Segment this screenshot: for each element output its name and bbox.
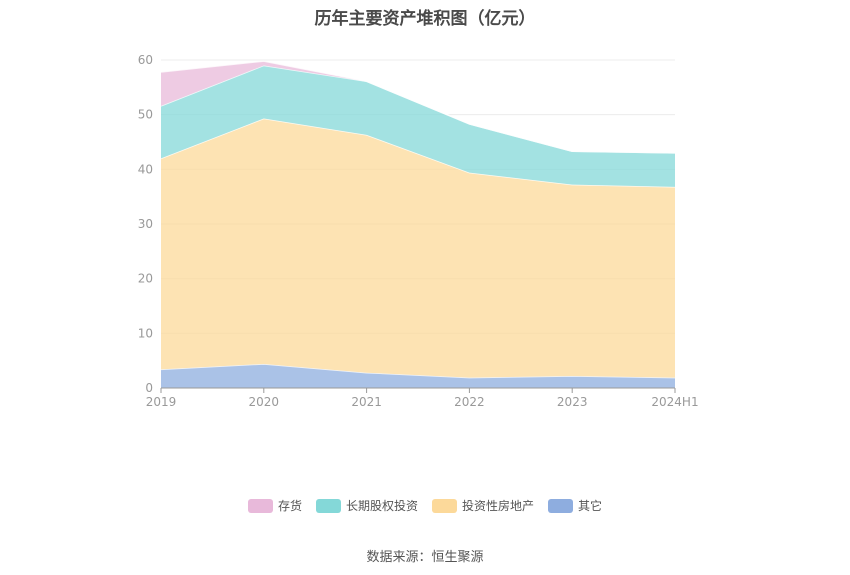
legend-item[interactable]: 存货 xyxy=(247,497,302,514)
y-tick-label: 30 xyxy=(138,217,153,231)
y-tick-label: 10 xyxy=(138,326,153,340)
legend-label: 投资性房地产 xyxy=(462,499,535,513)
legend-item[interactable]: 投资性房地产 xyxy=(432,497,534,514)
area-长期股权投资 xyxy=(161,65,675,187)
area-投资性房地产 xyxy=(161,118,675,378)
y-tick-label: 20 xyxy=(138,272,153,286)
area-series xyxy=(160,60,676,388)
legend-label: 长期股权投资 xyxy=(345,499,418,513)
legend-item[interactable]: 长期股权投资 xyxy=(315,497,418,514)
x-tick-label: 2020 xyxy=(249,395,280,409)
x-tick-label: 2024H1 xyxy=(651,395,698,409)
y-tick-label: 40 xyxy=(138,162,153,176)
legend-swatch xyxy=(247,498,273,513)
x-tick-label: 2023 xyxy=(557,395,588,409)
legend-label: 存货 xyxy=(277,499,302,513)
axes: 0 10 20 30 40 50 60 2019 2020 2021 2022 2023 2024H1 xyxy=(138,53,699,409)
legend-swatch xyxy=(315,498,341,513)
x-tick-label: 2022 xyxy=(454,395,485,409)
legend-swatch xyxy=(432,498,457,513)
area-edge-存货 xyxy=(160,60,676,154)
chart-title: 历年主要资产堆积图（亿元） xyxy=(314,9,536,29)
legend: 存货 长期股权投资 投资性房地产 其它 xyxy=(0,497,850,514)
data-source: 数据来源：恒生聚源 xyxy=(366,550,484,565)
y-tick-label: 0 xyxy=(145,381,153,395)
legend-swatch xyxy=(548,498,574,513)
y-tick-label: 50 xyxy=(138,108,153,122)
legend-item[interactable]: 其它 xyxy=(548,497,602,514)
area-其它 xyxy=(161,363,675,388)
x-tick-label: 2019 xyxy=(146,395,177,409)
legend-label: 其它 xyxy=(578,499,603,513)
x-tick-label: 2021 xyxy=(351,395,382,409)
area-存货 xyxy=(161,61,675,153)
y-tick-label: 60 xyxy=(138,53,153,67)
